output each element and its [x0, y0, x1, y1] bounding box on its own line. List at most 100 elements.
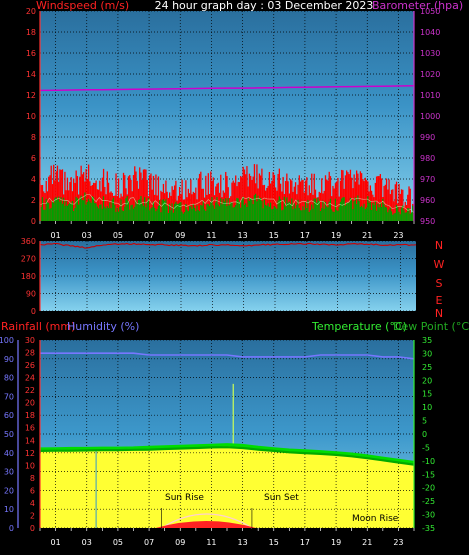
hour-tick-label: 01 — [50, 231, 60, 240]
hour-tick-label: 23 — [393, 538, 403, 547]
hour-tick-label: 09 — [175, 231, 185, 240]
sun-path-arc — [161, 513, 253, 529]
rainfall-tick-label: 20 — [25, 399, 35, 408]
hour-tick-label: 03 — [82, 538, 92, 547]
compass-label: E — [436, 294, 443, 307]
sun-rise-label: Sun Rise — [165, 493, 204, 503]
windspeed-tick-label: 20 — [26, 7, 36, 16]
sun-daylight-fill — [155, 521, 256, 528]
temperature-tick-label: 15 — [422, 390, 432, 399]
rainfall-tick-label: 4 — [30, 499, 35, 508]
temperature-line — [39, 443, 415, 465]
direction-tick-label: 90 — [26, 290, 36, 299]
humidity-tick-label: 70 — [4, 392, 14, 401]
barometer-line — [39, 85, 415, 92]
temperature-tick-label: -25 — [422, 497, 435, 506]
barometer-axis-label: Barometer (hpa) — [372, 0, 463, 12]
rainfall-tick-label: 10 — [25, 461, 35, 470]
rainfall-tick-label: 24 — [25, 374, 35, 383]
temperature-tick-label: 35 — [422, 336, 432, 345]
temperature-tick-label: 0 — [422, 430, 427, 439]
compass-label: N — [435, 239, 443, 252]
windspeed-tick-label: 2 — [31, 196, 36, 205]
windspeed-tick-label: 12 — [26, 91, 36, 100]
hour-tick-label: 07 — [144, 231, 154, 240]
rainfall-tick-label: 28 — [25, 349, 35, 358]
rainfall-tick-label: 14 — [25, 436, 35, 445]
barometer-tick-label: 990 — [420, 133, 435, 142]
barometer-tick-label: 950 — [420, 217, 435, 226]
barometer-tick-label: 1020 — [420, 70, 440, 79]
hour-tick-label: 17 — [300, 538, 310, 547]
temperature-axis-label: Temperature (°C) — [311, 320, 407, 333]
temperature-tick-label: 5 — [422, 417, 427, 426]
hour-tick-label: 15 — [269, 538, 279, 547]
hour-tick-label: 21 — [362, 538, 372, 547]
temperature-tick-label: -5 — [422, 443, 430, 452]
temperature-tick-label: -30 — [422, 511, 435, 520]
rain-temp-panel-fill — [40, 444, 414, 528]
barometer-tick-label: 1000 — [420, 112, 440, 121]
rainfall-tick-label: 30 — [25, 336, 35, 345]
hour-tick-label: 15 — [269, 231, 279, 240]
hour-tick-label: 03 — [82, 231, 92, 240]
hour-tick-label: 05 — [113, 231, 123, 240]
windspeed-axis-label: Windspeed (m/s) — [36, 0, 129, 12]
windspeed-tick-label: 8 — [31, 133, 36, 142]
temperature-tick-label: -35 — [422, 524, 435, 533]
wind-mean-line — [39, 194, 415, 214]
humidity-axis-label: Humidity (%) — [67, 320, 139, 333]
barometer-tick-label: 1010 — [420, 91, 440, 100]
humidity-tick-label: 80 — [4, 374, 14, 383]
rainfall-tick-label: 26 — [25, 361, 35, 370]
barometer-tick-label: 1040 — [420, 28, 440, 37]
hour-tick-label: 17 — [300, 231, 310, 240]
hour-tick-label: 09 — [175, 538, 185, 547]
humidity-line — [40, 352, 415, 360]
windspeed-tick-label: 18 — [26, 28, 36, 37]
direction-tick-label: 180 — [21, 272, 36, 281]
wind-direction-line — [39, 242, 417, 249]
rain-temp-panel-series — [39, 352, 415, 529]
rainfall-tick-label: 2 — [30, 511, 35, 520]
compass-label: S — [436, 277, 443, 290]
temperature-tick-label: 30 — [422, 349, 432, 358]
temperature-tick-label: 25 — [422, 363, 432, 372]
rain-temp-panel-axes: 0102030405060708090100024681012141618202… — [0, 336, 435, 547]
humidity-tick-label: 10 — [4, 505, 14, 514]
rainfall-tick-label: 18 — [25, 411, 35, 420]
humidity-tick-label: 0 — [9, 524, 14, 533]
barometer-tick-label: 970 — [420, 175, 435, 184]
humidity-tick-label: 40 — [4, 449, 14, 458]
hour-tick-label: 05 — [113, 538, 123, 547]
windspeed-tick-label: 6 — [31, 154, 36, 163]
barometer-tick-label: 980 — [420, 154, 435, 163]
hour-tick-label: 13 — [237, 231, 247, 240]
chart-title: 24 hour graph day : 03 December 2023 — [155, 0, 374, 12]
temperature-tick-label: -15 — [422, 470, 435, 479]
windspeed-tick-label: 16 — [26, 49, 36, 58]
hour-tick-label: 13 — [237, 538, 247, 547]
hour-tick-label: 07 — [144, 538, 154, 547]
rainfall-tick-label: 8 — [30, 474, 35, 483]
temperature-tick-label: 10 — [422, 403, 432, 412]
barometer-tick-label: 1050 — [420, 7, 440, 16]
temperature-tick-label: 20 — [422, 376, 432, 385]
barometer-tick-label: 960 — [420, 196, 435, 205]
rainfall-tick-label: 0 — [30, 524, 35, 533]
humidity-tick-label: 30 — [4, 468, 14, 477]
hour-tick-label: 21 — [362, 231, 372, 240]
wind-panel-axes: 0 2 4 6 8 10 12 14 16 18 20 950 960 970 980 990 1000 1010… — [26, 7, 441, 240]
direction-panel-background — [40, 241, 416, 311]
humidity-tick-label: 90 — [4, 355, 14, 364]
hour-tick-label: 11 — [206, 538, 216, 547]
hour-tick-label: 19 — [331, 231, 341, 240]
humidity-tick-label: 20 — [4, 486, 14, 495]
direction-tick-label: 0 — [31, 307, 36, 316]
humidity-tick-label: 50 — [4, 430, 14, 439]
sun-set-label: Sun Set — [264, 493, 299, 503]
rainfall-axis-label: Rainfall (mm) — [1, 320, 75, 333]
windspeed-tick-label: 10 — [26, 112, 36, 121]
